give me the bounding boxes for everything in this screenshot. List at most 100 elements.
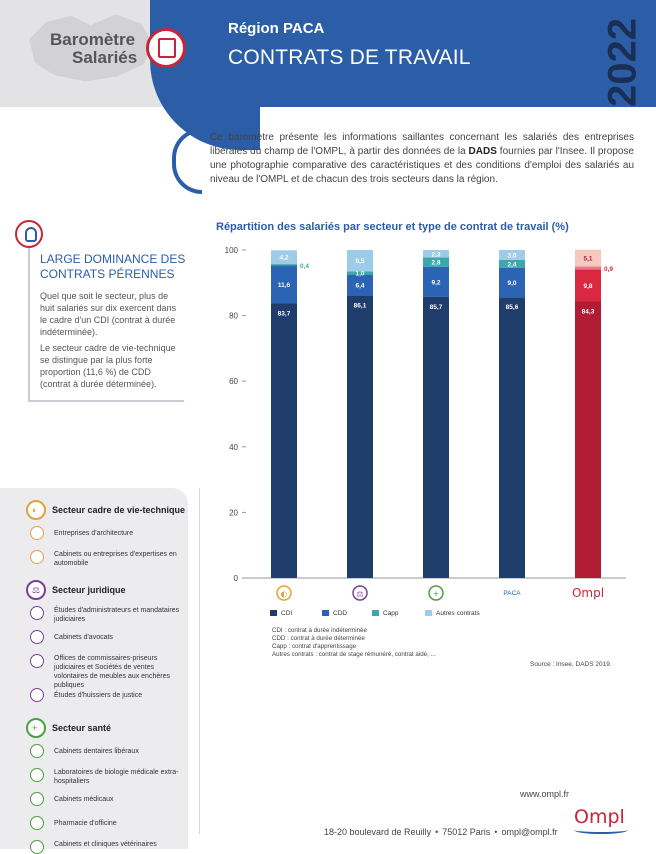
sectors-panel	[0, 488, 188, 849]
page-title: CONTRATS DE TRAVAIL	[228, 46, 471, 69]
y-tick-label: 40	[229, 443, 238, 452]
sector-heading: Secteur cadre de vie-technique	[52, 505, 186, 515]
y-tick-label: 0	[234, 574, 239, 583]
y-tick-label: 100	[225, 246, 239, 255]
bar-segment-cdi	[347, 295, 373, 578]
sector-item-icon	[30, 526, 44, 540]
category-label: PACA	[503, 590, 521, 597]
region-label: Région PACA	[228, 20, 325, 37]
data-label: 85,6	[506, 304, 519, 311]
data-label: 1,0	[355, 270, 364, 277]
sector-item: Cabinets dentaires libéraux	[54, 748, 139, 755]
bar-segment-capp	[347, 271, 373, 275]
sector-item-icon	[30, 792, 44, 806]
intro-paragraph: Ce baromètre présente les informations s…	[210, 131, 634, 187]
legend-label-autres: Autres contrats	[436, 610, 480, 617]
bar-segment-cdi	[423, 296, 449, 578]
sector-item: Laboratoires de biologie médicale extra-…	[54, 769, 179, 785]
lightbulb-icon	[15, 220, 43, 248]
bar-segment-autres-contrats	[347, 250, 373, 272]
data-label: 4,2	[279, 255, 288, 262]
data-label: 86,1	[354, 303, 367, 310]
definition-cdd: CDD : contrat à durée déterminée	[272, 635, 365, 642]
chart-source: Source : Insee, DADS 2019.	[530, 661, 612, 668]
sector-heading: Secteur santé	[52, 723, 112, 733]
definition-capp: Capp : contrat d'apprentissage	[272, 643, 357, 650]
y-tick-label: 20	[229, 508, 238, 517]
legend-item-autres: Autres contrats	[425, 610, 480, 617]
legend-item-cdi: CDI	[270, 610, 292, 617]
data-label: 2,8	[431, 260, 440, 267]
data-label: 3,0	[507, 252, 516, 259]
intro-text-2: fournies par l'Insee. Il propose une pho…	[210, 146, 634, 185]
sector-item-icon	[30, 744, 44, 758]
sector-heading: Secteur juridique	[52, 585, 126, 595]
chart-definitions: CDI : contrat à durée indéterminée CDD :…	[272, 627, 436, 659]
data-label: 9,0	[507, 280, 516, 287]
category-icon-glyph: ◐	[281, 590, 288, 599]
sector-item-icon	[30, 688, 44, 702]
legend-label-cdi: CDI	[281, 610, 293, 617]
data-label: 11,6	[278, 282, 291, 289]
year-label: 2022	[600, 18, 645, 107]
chart-title: Répartition des salariés par secteur et …	[216, 221, 569, 233]
legend-item-capp: Capp	[372, 610, 399, 617]
intro-text-1: Ce baromètre présente les informations s…	[210, 132, 634, 157]
legend-label-cdd: CDD	[333, 610, 348, 617]
note-paragraph-1: Quel que soit le secteur, plus de huit s…	[40, 291, 177, 337]
note-title: LARGE DOMINANCE DES CONTRATS PÉRENNES	[40, 252, 186, 281]
sector-item-icon	[30, 840, 44, 854]
footer-url[interactable]: www.ompl.fr	[520, 789, 570, 799]
barometre-logo-icon	[146, 28, 186, 68]
data-label: 9,2	[431, 279, 440, 286]
footer-address: 18-20 boulevard de Reuilly • 75012 Paris • o…	[324, 827, 558, 837]
address-street: 18-20 boulevard de Reuilly	[324, 827, 432, 837]
stacked-bar-chart: 0 20 40 60 80 100 83,7 11,6 0,4 4,2 ◐ 86,1 6,4 1,0 6,5…	[225, 246, 626, 601]
bar-segment-capp	[423, 257, 449, 267]
data-label: 85,7	[430, 304, 443, 311]
y-tick-label: 60	[229, 377, 238, 386]
sector-item: Cabinets et cliniques vétérinaires	[54, 841, 157, 848]
sector-item: Pharmacie d'officine	[54, 820, 117, 827]
footer-email[interactable]: ompl@ompl.fr	[501, 827, 558, 837]
ompl-logo-arc	[574, 826, 628, 834]
header-blue-band	[200, 0, 656, 107]
definition-autres: Autres contrats : contrat de stage rémun…	[272, 651, 436, 658]
bar-segment-cdd	[499, 267, 525, 298]
data-label: 0,9	[604, 266, 613, 273]
sector-item-icon	[30, 606, 44, 620]
data-label: 5,1	[583, 256, 592, 263]
sector-item: Cabinets ou entreprises d'expertises en …	[54, 551, 177, 567]
bar-segment-cdi	[575, 301, 601, 578]
bar-segment-cdd	[271, 265, 297, 304]
bar-segment-capp	[271, 264, 297, 266]
note-paragraph-2: Le secteur cadre de vie-technique se dis…	[40, 343, 176, 389]
data-label: 84,3	[582, 308, 595, 315]
data-label: 0,4	[300, 263, 309, 270]
sector-item-icon	[30, 550, 44, 564]
intro-bracket	[172, 128, 202, 194]
category-icon	[428, 585, 444, 601]
sector-item: Offices de commissaires-priseurs judicia…	[54, 655, 170, 689]
sector-item: Études d'administrateurs et mandataires …	[54, 607, 180, 623]
sector-icon: ◐	[26, 500, 46, 520]
sector-item-icon	[30, 816, 44, 830]
bar-segment-cdi	[271, 303, 297, 578]
bar-segment-cdi	[499, 297, 525, 578]
category-icon-glyph: +	[433, 590, 440, 599]
bar-segment-capp	[499, 259, 525, 268]
definition-cdi: CDI : contrat à durée indéterminée	[272, 627, 367, 634]
sector-item: Cabinets médicaux	[54, 796, 114, 803]
logo-line1: Baromètre	[50, 30, 136, 49]
sector-item: Études d'huissiers de justice	[54, 692, 143, 699]
ompl-logo: Ompl	[574, 806, 625, 828]
data-label: 2,3	[431, 251, 440, 258]
sector-icon: ⚖	[26, 580, 46, 600]
bar-segment-autres-contrats	[271, 250, 297, 265]
category-icon	[352, 585, 368, 601]
category-icon	[276, 585, 292, 601]
bar-segment-autres-contrats	[423, 250, 449, 258]
data-label: 83,7	[278, 310, 291, 317]
category-icon-glyph: ⚖	[356, 590, 363, 599]
note-frame	[28, 244, 184, 402]
